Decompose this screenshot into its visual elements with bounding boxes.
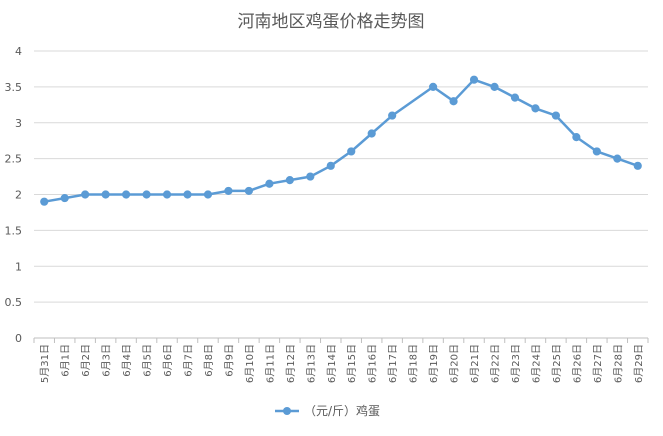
- x-tick-label-28: 6月28日: [612, 344, 624, 383]
- x-tick-label-5: 6月5日: [142, 344, 154, 377]
- data-point-4: [122, 190, 131, 199]
- x-tick-label-4: 6月4日: [121, 344, 133, 377]
- x-axis-ticks: 5月31日 6月1日 6月2日 6月3日 6月4日 6月5日 6月6日 6月7日 6月8日 6月9…: [39, 344, 645, 383]
- data-point-29: [633, 161, 642, 170]
- x-tick-label-9: 6月9日: [223, 344, 235, 377]
- data-point-23: [510, 93, 520, 102]
- data-point-11: [265, 179, 274, 188]
- data-point-7: [183, 190, 192, 199]
- x-tick-label-23: 6月23日: [510, 344, 522, 383]
- x-tick-label-26: 6月26日: [571, 344, 583, 383]
- data-point-0: [40, 197, 49, 206]
- legend-swatch-marker: [283, 407, 291, 415]
- x-tick-label-17: 6月17日: [387, 344, 399, 383]
- x-tick-label-0: 5月31日: [39, 344, 51, 383]
- data-point-19: [429, 82, 438, 91]
- x-tick-label-8: 6月8日: [203, 344, 215, 377]
- x-tick-label-29: 6月29日: [633, 344, 645, 383]
- x-tick-label-12: 6月12日: [285, 344, 297, 383]
- data-point-16: [367, 129, 376, 138]
- data-point-9: [224, 186, 233, 196]
- data-point-12: [285, 176, 294, 185]
- data-point-26: [572, 133, 581, 142]
- data-point-5: [142, 190, 151, 199]
- x-tick-label-10: 6月10日: [244, 344, 256, 383]
- x-tick-label-25: 6月25日: [551, 344, 563, 383]
- data-point-21: [469, 75, 479, 84]
- data-point-8: [203, 190, 213, 199]
- x-tick-label-13: 6月13日: [305, 344, 317, 383]
- x-tick-label-7: 6月7日: [183, 344, 195, 377]
- series: [40, 75, 642, 206]
- y-tick-label-4: 2: [15, 189, 22, 202]
- data-point-15: [347, 147, 356, 156]
- x-tick-label-14: 6月14日: [326, 344, 338, 383]
- data-point-20: [449, 97, 458, 106]
- y-axis-ticks: 0 0.5 1 1.5 2 2.5 3 3.5 4: [5, 45, 23, 345]
- y-tick-label-3: 1.5: [5, 224, 23, 237]
- chart-title: 河南地区鸡蛋价格走势图: [238, 12, 425, 32]
- axes: [33, 337, 649, 343]
- data-point-6: [162, 190, 172, 199]
- x-tick-label-20: 6月20日: [449, 344, 461, 383]
- y-tick-label-5: 2.5: [5, 153, 23, 166]
- x-tick-label-3: 6月3日: [101, 344, 113, 377]
- y-tick-label-8: 4: [15, 45, 22, 58]
- x-tick-label-19: 6月19日: [428, 344, 440, 383]
- data-point-2: [81, 190, 90, 199]
- x-tick-label-15: 6月15日: [346, 344, 358, 383]
- data-point-3: [101, 190, 110, 199]
- x-tick-label-1: 6月1日: [60, 344, 72, 377]
- x-tick-label-21: 6月21日: [469, 344, 481, 383]
- x-tick-label-27: 6月27日: [592, 344, 604, 383]
- x-tick-label-16: 6月16日: [367, 344, 379, 383]
- x-tick-label-18: 6月18日: [408, 344, 420, 383]
- data-point-10: [244, 186, 253, 196]
- data-point-25: [551, 111, 561, 120]
- x-tick-label-22: 6月22日: [490, 344, 502, 383]
- legend: （元/斤）鸡蛋: [275, 403, 380, 418]
- data-point-22: [490, 82, 499, 91]
- data-point-24: [531, 104, 540, 113]
- data-point-28: [613, 154, 622, 163]
- data-point-13: [306, 172, 315, 181]
- gridlines: [34, 50, 648, 303]
- x-tick-label-11: 6月11日: [264, 344, 276, 383]
- data-point-1: [60, 193, 69, 203]
- data-point-14: [326, 161, 335, 170]
- series-line: [43, 78, 639, 203]
- data-point-17: [388, 111, 397, 120]
- data-point-27: [592, 147, 601, 156]
- legend-label: （元/斤）鸡蛋: [304, 403, 380, 418]
- x-tick-label-24: 6月24日: [530, 344, 542, 383]
- y-tick-label-7: 3.5: [5, 81, 23, 94]
- y-tick-label-6: 3: [15, 117, 22, 130]
- y-tick-label-0: 0: [15, 332, 22, 345]
- x-tick-label-6: 6月6日: [162, 344, 174, 377]
- x-tick-label-2: 6月2日: [80, 344, 92, 377]
- y-tick-label-1: 0.5: [5, 296, 23, 309]
- y-tick-label-2: 1: [15, 260, 22, 273]
